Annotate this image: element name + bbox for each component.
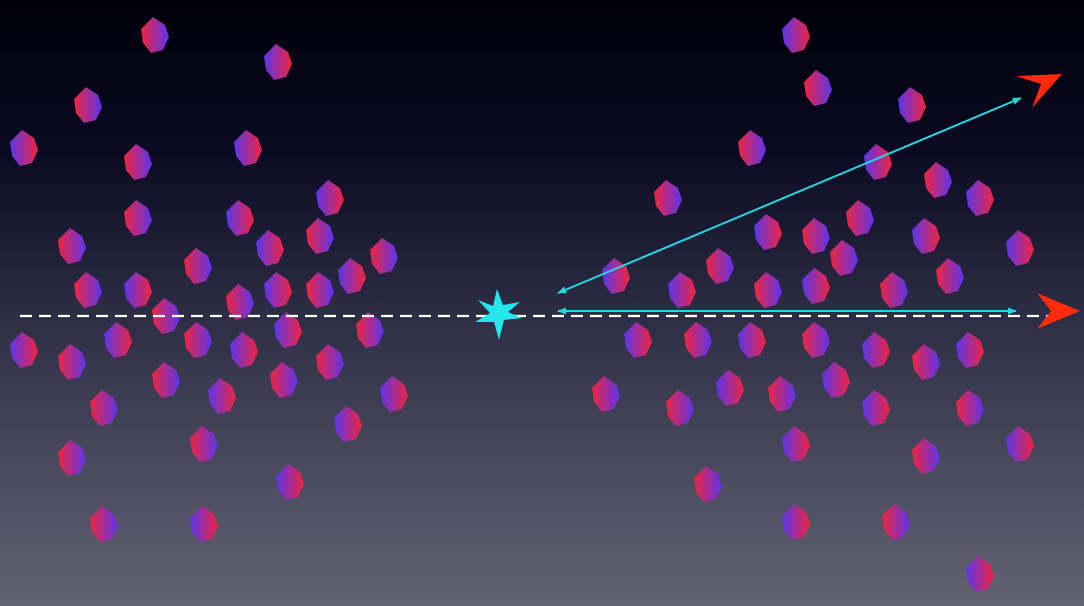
particle-blob bbox=[666, 390, 694, 426]
particle-blob bbox=[58, 344, 86, 380]
particle-blob bbox=[306, 272, 334, 308]
particle-blob bbox=[956, 390, 984, 426]
particle-blob bbox=[226, 200, 254, 236]
particle-blob bbox=[668, 272, 696, 308]
particle-blob bbox=[822, 362, 850, 398]
particle-blob bbox=[694, 466, 722, 502]
particle-blob bbox=[58, 228, 86, 264]
particle-blob bbox=[1006, 230, 1034, 266]
particle-blob bbox=[276, 464, 304, 500]
particle-blob bbox=[802, 218, 830, 254]
particle-blob bbox=[10, 130, 38, 166]
particle-blob bbox=[882, 504, 910, 540]
particle-blob bbox=[256, 230, 284, 266]
particle-blob bbox=[152, 362, 180, 398]
particle-blob bbox=[830, 240, 858, 276]
particle-blob bbox=[592, 376, 620, 412]
particle-blob bbox=[924, 162, 952, 198]
particle-blob bbox=[768, 376, 796, 412]
particle-blob bbox=[804, 70, 832, 106]
particle-blob bbox=[124, 272, 152, 308]
particle-blob bbox=[716, 370, 744, 406]
particle-blob bbox=[184, 322, 212, 358]
particle-blob bbox=[1006, 426, 1034, 462]
particle-blob bbox=[90, 506, 118, 542]
particle-blob bbox=[10, 332, 38, 368]
particle-blob bbox=[264, 44, 292, 80]
particle-blob bbox=[124, 200, 152, 236]
particle-blob bbox=[190, 426, 218, 462]
left-particle-cluster bbox=[10, 17, 408, 542]
particle-blob bbox=[738, 322, 766, 358]
particle-blob bbox=[912, 344, 940, 380]
right-particle-cluster bbox=[592, 17, 1034, 592]
particle-blob bbox=[104, 322, 132, 358]
particle-blob bbox=[316, 344, 344, 380]
particle-blob bbox=[956, 332, 984, 368]
particle-blob bbox=[966, 180, 994, 216]
particle-blob bbox=[380, 376, 408, 412]
particle-blob bbox=[264, 272, 292, 308]
collision-star-icon bbox=[475, 289, 522, 340]
particle-blob bbox=[184, 248, 212, 284]
particle-blob bbox=[152, 298, 180, 334]
particle-blob bbox=[190, 506, 218, 542]
particle-blob bbox=[936, 258, 964, 294]
jet-forward-arrowhead-icon bbox=[1037, 293, 1080, 329]
particle-blob bbox=[898, 87, 926, 123]
particle-blob bbox=[141, 17, 169, 53]
particle-blob bbox=[230, 332, 258, 368]
jet-upper-arrowhead-icon bbox=[1016, 74, 1062, 108]
particle-blob bbox=[370, 238, 398, 274]
particle-blob bbox=[862, 390, 890, 426]
particle-blob bbox=[58, 440, 86, 476]
particle-blob bbox=[754, 214, 782, 250]
particle-blob bbox=[754, 272, 782, 308]
particle-blob bbox=[208, 378, 236, 414]
particle-blob bbox=[966, 556, 994, 592]
particle-blob bbox=[334, 406, 362, 442]
particle-blob bbox=[74, 272, 102, 308]
particle-blob bbox=[880, 272, 908, 308]
particle-blob bbox=[226, 284, 254, 320]
particle-blob bbox=[782, 504, 810, 540]
particle-blob bbox=[90, 390, 118, 426]
particle-blob bbox=[802, 322, 830, 358]
particle-blob bbox=[356, 312, 384, 348]
particle-blob bbox=[654, 180, 682, 216]
particle-blob bbox=[782, 17, 810, 53]
particle-blob bbox=[316, 180, 344, 216]
particle-blob bbox=[306, 218, 334, 254]
particle-blob bbox=[862, 332, 890, 368]
particle-blob bbox=[234, 130, 262, 166]
particle-blob bbox=[738, 130, 766, 166]
particle-blob bbox=[624, 322, 652, 358]
particle-blob bbox=[270, 362, 298, 398]
particle-blob bbox=[338, 258, 366, 294]
particle-blob bbox=[124, 144, 152, 180]
particle-blob bbox=[684, 322, 712, 358]
particle-blob bbox=[912, 218, 940, 254]
particle-blob bbox=[846, 200, 874, 236]
particle-blob bbox=[782, 426, 810, 462]
particle-blob bbox=[74, 87, 102, 123]
particle-blob bbox=[802, 268, 830, 304]
particle-blob bbox=[912, 438, 940, 474]
particle-blob bbox=[274, 312, 302, 348]
scattered-arrow bbox=[557, 97, 1022, 294]
particle-blob bbox=[706, 248, 734, 284]
